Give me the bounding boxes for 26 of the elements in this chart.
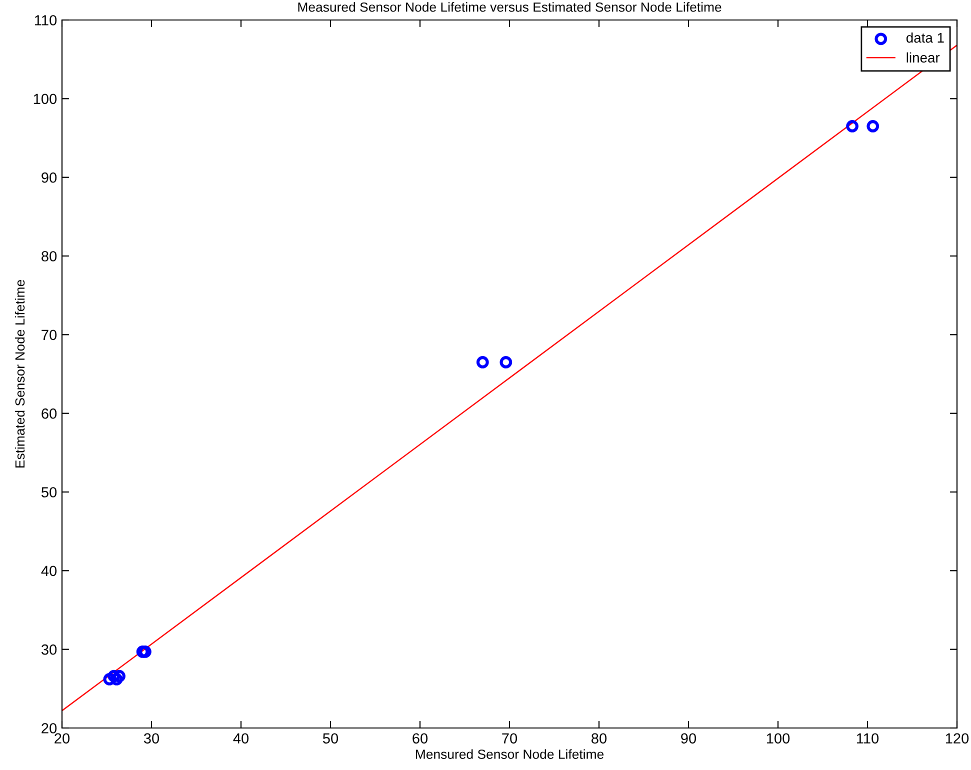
y-tick-label: 110 <box>34 15 57 26</box>
y-tick-label: 100 <box>34 94 57 104</box>
x-tick-label: 90 <box>681 733 696 744</box>
y-axis-title: Estimated Sensor Node Lifetime <box>14 280 25 468</box>
x-tick-label: 30 <box>144 733 160 744</box>
x-tick-label: 20 <box>54 733 70 744</box>
y-tick-label: 70 <box>42 330 57 340</box>
x-tick-label: 50 <box>322 733 338 744</box>
x-tick-label: 40 <box>233 733 249 744</box>
y-tick-label: 60 <box>42 408 57 419</box>
y-tick-label: 50 <box>42 487 57 498</box>
y-tick-label: 80 <box>42 251 57 262</box>
y-tick-label: 40 <box>41 566 57 576</box>
y-tick-label: 20 <box>42 723 57 734</box>
legend-label: linear <box>906 52 940 63</box>
y-tick-label: 30 <box>41 644 57 655</box>
x-tick-label: 80 <box>592 733 607 744</box>
y-tick-label: 90 <box>42 172 57 183</box>
x-tick-label: 110 <box>856 733 879 744</box>
x-tick-label: 60 <box>412 733 428 744</box>
x-tick-label: 70 <box>502 733 518 744</box>
x-tick-label: 120 <box>946 733 969 744</box>
x-axis-title: Mensured Sensor Node Lifetime <box>416 749 604 759</box>
x-tick-label: 100 <box>766 733 790 744</box>
legend-label: data 1 <box>906 32 944 43</box>
chart-title: Measured Sensor Node Lifetime versus Estimated Sensor Node Lifetime <box>298 2 722 12</box>
